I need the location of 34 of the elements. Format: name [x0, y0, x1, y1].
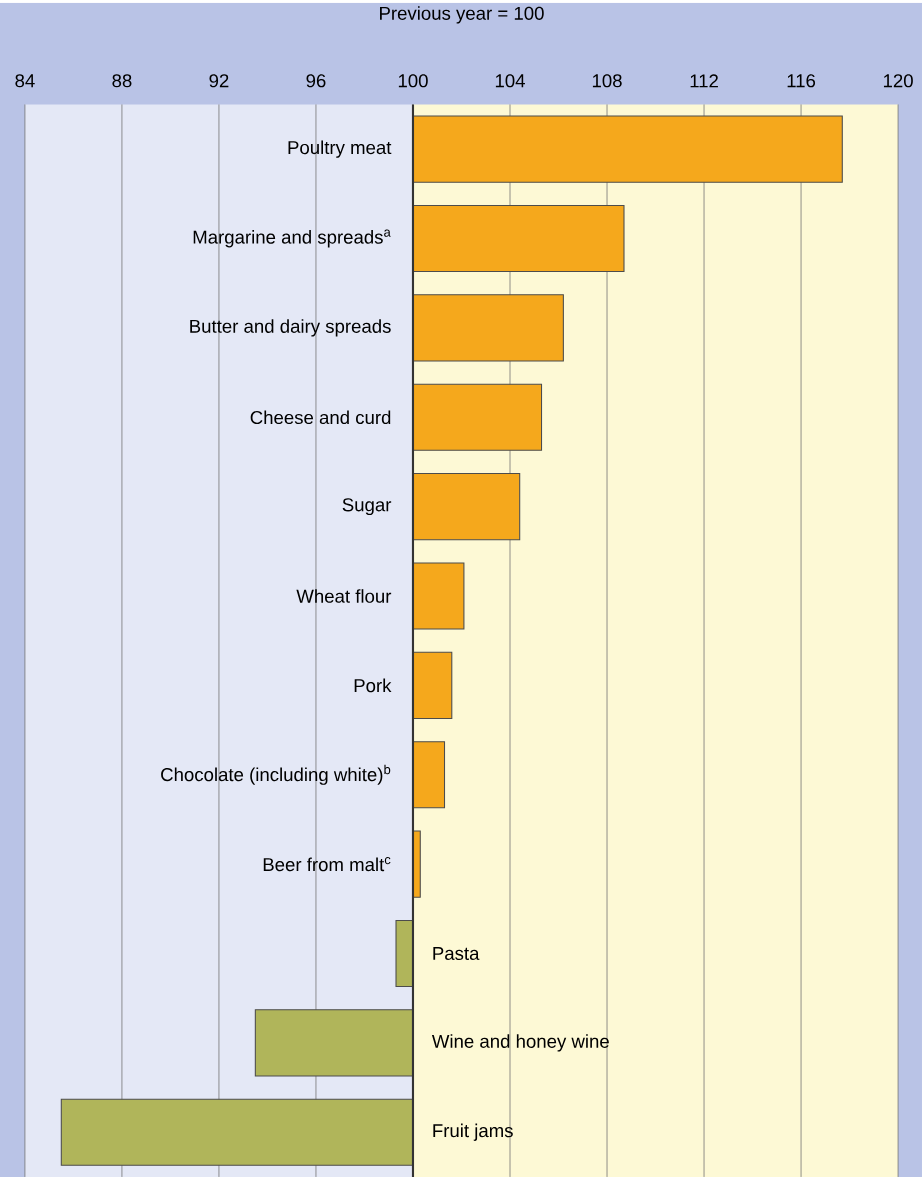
y-tick-label: Sugar: [342, 498, 392, 516]
y-tick-label: Wine and honey wine: [431, 1034, 609, 1052]
y-tick-label: Poultry meat: [288, 140, 392, 158]
x-axis-title: Previous year = 100: [380, 6, 544, 24]
bar: [412, 651, 453, 719]
bar: [412, 294, 564, 362]
bar: [412, 741, 446, 809]
y-tick-label: Fruit jams: [433, 1123, 513, 1141]
bar: [412, 383, 543, 451]
y-tick-label: Margarine and spreads$^{a}$: [193, 229, 391, 248]
x-tick-label: 108: [592, 74, 622, 88]
x-tick-label: 92: [209, 74, 229, 88]
x-tick-label: 112: [690, 74, 718, 88]
y-tick-label: Cheese and curd: [250, 410, 391, 425]
y-tick-label: Butter and dairy spreads: [190, 319, 391, 337]
bar: [254, 1009, 414, 1077]
bar: [412, 473, 521, 541]
y-tick-label: Pasta: [433, 947, 480, 960]
y-tick-label: Beer from malt$^{c}$: [263, 857, 391, 872]
x-tick-label: 116: [787, 74, 816, 88]
bar: [412, 204, 625, 273]
x-tick-label: 120: [883, 74, 913, 88]
x-tick-label: 88: [112, 74, 132, 88]
y-tick-label: Wheat flour: [296, 589, 392, 603]
y-tick-label: Pork: [354, 678, 392, 693]
x-tick-label: 84: [15, 74, 35, 88]
bar: [412, 562, 465, 630]
y-tick-label: Chocolate (including white)$^{b}$: [161, 764, 391, 785]
x-tick-label: 100: [398, 74, 428, 88]
x-tick-label: 96: [306, 74, 326, 88]
bar: [60, 1098, 414, 1166]
bar: [412, 115, 843, 183]
x-tick-label: 104: [495, 74, 525, 88]
bar: [395, 919, 414, 988]
